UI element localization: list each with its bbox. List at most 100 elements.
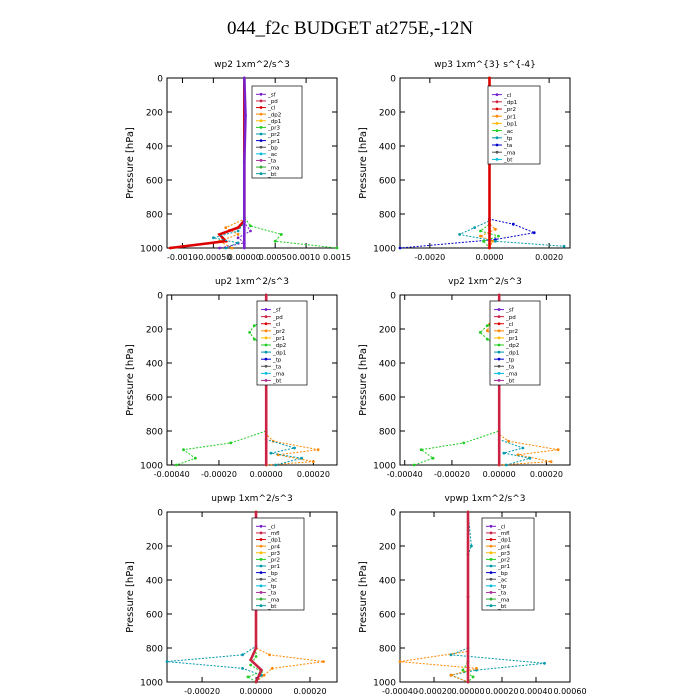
y-tick-label: 1000 xyxy=(373,245,396,255)
legend-marker xyxy=(489,551,493,555)
legend-marker xyxy=(259,165,263,169)
panel-title: upwp 1xm^2/s^3 xyxy=(211,494,292,504)
legend-marker xyxy=(497,329,501,333)
legend-marker xyxy=(259,531,263,535)
x-tick-label: 0.00020 xyxy=(297,470,330,479)
legend-entry: _sf xyxy=(272,308,282,314)
legend-entry: _bt xyxy=(503,158,513,164)
data-point xyxy=(311,460,315,463)
data-point xyxy=(252,337,256,341)
data-point xyxy=(168,246,172,250)
legend-marker xyxy=(259,112,263,116)
data-point xyxy=(502,451,506,455)
y-tick-label: 600 xyxy=(379,611,396,621)
series-line xyxy=(414,295,500,466)
x-tick-label: -0.00040 xyxy=(154,470,190,479)
series-line xyxy=(169,78,246,250)
legend-entry: _pd xyxy=(272,315,283,321)
legend-marker xyxy=(497,315,501,319)
legend-marker xyxy=(495,158,499,161)
legend-marker xyxy=(259,524,263,528)
series-line xyxy=(479,78,501,249)
legend-entry: _dp1 xyxy=(267,119,281,125)
data-point xyxy=(218,233,221,236)
legend-marker xyxy=(259,544,263,548)
y-tick-label: 400 xyxy=(146,360,163,370)
legend-marker xyxy=(497,343,501,347)
y-tick-label: 1000 xyxy=(140,462,163,472)
data-point xyxy=(335,246,339,250)
data-point xyxy=(242,246,246,250)
x-tick-label: 0.0000 xyxy=(475,253,503,262)
data-point xyxy=(485,329,489,333)
y-tick-label: 0 xyxy=(390,509,396,519)
legend-marker xyxy=(264,350,268,354)
legend-entry: _ta xyxy=(497,591,506,597)
series-line xyxy=(213,78,245,249)
data-point xyxy=(412,463,416,467)
data-point xyxy=(485,324,489,327)
data-point xyxy=(398,660,402,663)
x-tick-label: 0.00020 xyxy=(293,687,326,696)
legend-entry: _dp1 xyxy=(497,538,511,544)
data-point xyxy=(458,233,462,236)
legend-entry: _pr1 xyxy=(267,139,280,145)
y-tick-label: 200 xyxy=(146,543,163,553)
legend-entry: _pd xyxy=(505,315,516,321)
data-point xyxy=(260,668,263,672)
legend-entry: _ma xyxy=(267,165,279,171)
legend-entry: _tp xyxy=(267,584,277,590)
legend-marker xyxy=(489,564,493,568)
x-tick-label: 0.00000 xyxy=(240,687,273,696)
x-tick-label: 0.00040 xyxy=(519,687,552,696)
data-point xyxy=(273,239,277,243)
y-tick-label: 400 xyxy=(146,143,163,153)
y-axis-label: Pressure [hPa] xyxy=(358,344,369,416)
legend-marker xyxy=(489,557,493,561)
data-point xyxy=(236,233,240,236)
data-point xyxy=(494,239,497,243)
x-tick-label: -0.00020 xyxy=(184,687,220,696)
legend-marker xyxy=(495,143,499,147)
y-tick-label: 0 xyxy=(157,75,163,85)
legend-marker xyxy=(264,308,268,311)
legend-entry: _cl xyxy=(505,322,514,328)
data-point xyxy=(279,233,283,236)
y-tick-label: 800 xyxy=(379,645,396,655)
data-point xyxy=(242,221,246,224)
data-point xyxy=(242,76,246,80)
data-point xyxy=(543,661,546,665)
legend-entry: _bt xyxy=(505,379,515,385)
x-tick-label: -0.0020 xyxy=(414,253,445,262)
data-point xyxy=(293,446,296,450)
legend-marker xyxy=(489,531,493,535)
data-point xyxy=(507,439,511,443)
legend-entry: _pr1 xyxy=(497,564,510,570)
legend-entry: _ac xyxy=(267,577,277,583)
series-line xyxy=(176,295,267,466)
legend-marker xyxy=(259,99,263,103)
data-point xyxy=(549,460,553,463)
data-point xyxy=(175,463,178,467)
data-point xyxy=(419,448,423,452)
panel-title: vpwp 1xm^2/s^3 xyxy=(444,494,525,504)
legend-marker xyxy=(497,357,501,361)
legend-marker xyxy=(497,322,501,326)
legend-entry: _bt xyxy=(267,604,277,610)
legend-entry: _ma xyxy=(267,597,279,603)
y-tick-label: 1000 xyxy=(140,679,163,689)
data-point xyxy=(249,224,252,228)
legend-marker xyxy=(259,577,263,581)
data-point xyxy=(478,331,482,334)
data-point xyxy=(431,456,435,460)
legend-marker xyxy=(489,577,493,581)
x-tick-label: -0.0010 xyxy=(167,253,198,262)
y-tick-label: 1000 xyxy=(373,462,396,472)
legend-entry: _dp2 xyxy=(272,343,286,349)
legend-marker xyxy=(259,159,263,162)
y-tick-label: 0 xyxy=(390,75,396,85)
legend-box xyxy=(256,300,308,386)
data-point xyxy=(264,293,268,297)
y-tick-label: 800 xyxy=(379,428,396,438)
legend-entry: _pr1 xyxy=(505,336,518,342)
